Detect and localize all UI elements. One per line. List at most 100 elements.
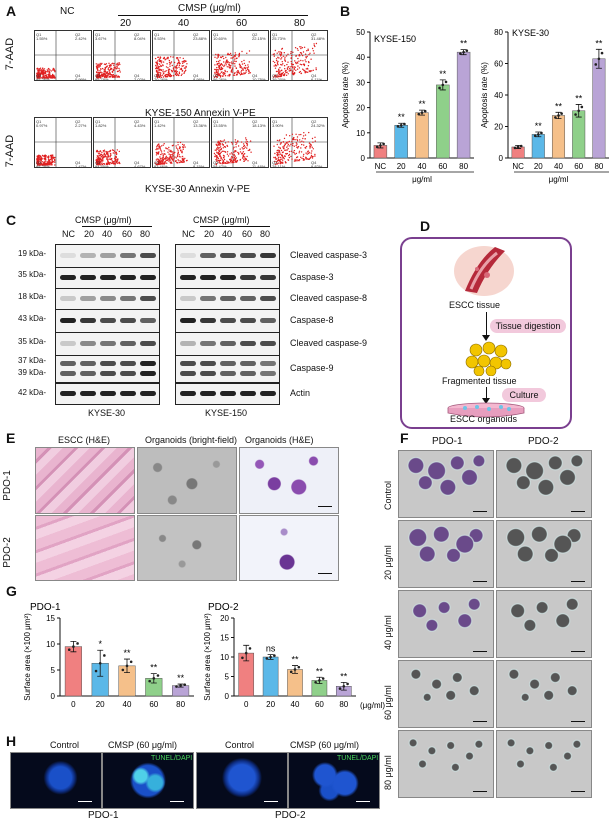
data-point xyxy=(382,142,385,146)
quadrant-value: 84.55% xyxy=(95,164,109,168)
y-tick-label: 30 xyxy=(356,78,365,87)
organoid-image xyxy=(496,520,592,588)
blot-band xyxy=(120,341,136,346)
blot-strip xyxy=(55,267,160,289)
flow-y-label-2: 7-AAD xyxy=(4,134,17,168)
blot-band xyxy=(200,341,216,346)
blot-band xyxy=(260,253,276,258)
panel-label-c: C xyxy=(6,212,17,228)
wb-lane-label: 20 xyxy=(204,229,215,239)
blot-band xyxy=(100,275,116,280)
flow-plot: Q1 13.55% Q2 18.13% Q3 58.47% Q4 11.48% xyxy=(211,117,269,168)
x-tick-label: 80 xyxy=(459,162,468,171)
quadrant-value: 1.55% xyxy=(36,36,48,41)
significance-label: ** xyxy=(418,99,426,109)
quadrant-value: 95.26% xyxy=(36,77,50,81)
bar xyxy=(415,112,429,159)
data-point xyxy=(179,684,182,687)
panel-h-group-1: PDO-1 xyxy=(88,810,119,821)
blot-band xyxy=(80,253,96,258)
y-tick-label: 15 xyxy=(46,614,55,623)
data-point xyxy=(156,674,160,677)
wb-right-line xyxy=(200,226,270,227)
blot-band xyxy=(180,341,196,346)
data-point xyxy=(67,648,71,652)
wb-left-cmsp: CMSP (μg/ml) xyxy=(75,215,132,225)
y-tick-label: 10 xyxy=(220,653,229,662)
data-point xyxy=(423,109,427,113)
chart-title: PDO-2 xyxy=(208,602,239,613)
quadrant-label: Q3 xyxy=(154,160,160,165)
panel-e-col3: Organoids (H&E) xyxy=(245,435,314,445)
wb-marker: 35 kDa- xyxy=(18,337,47,346)
flow-scatter xyxy=(212,118,268,167)
quadrant-value: 83.46% xyxy=(154,164,168,168)
y-tick-label: 40 xyxy=(356,53,365,62)
blot-band xyxy=(260,296,276,301)
y-tick-label: 10 xyxy=(356,129,365,138)
quadrant-label: Q4 xyxy=(193,160,199,165)
y-tick-label: 20 xyxy=(220,614,229,623)
blot-band xyxy=(60,361,76,366)
wb-left-line xyxy=(82,226,152,227)
data-point xyxy=(321,677,325,680)
blot-band xyxy=(80,391,96,396)
wb-protein-label: Cleaved caspase-3 xyxy=(290,250,368,260)
data-point xyxy=(516,145,520,149)
organoid-image xyxy=(496,660,592,728)
blot-strip xyxy=(55,383,160,405)
data-point xyxy=(175,685,178,688)
significance-label: ** xyxy=(177,673,185,683)
quadrant-label: Q1 xyxy=(213,32,219,37)
data-point xyxy=(444,80,448,84)
quadrant-label: Q2 xyxy=(252,119,258,124)
scale-bar xyxy=(571,791,585,792)
blot-band xyxy=(260,341,276,346)
blot-band xyxy=(180,275,196,280)
workflow-fragment-label: Fragmented tissue xyxy=(442,376,517,386)
data-point xyxy=(148,679,151,683)
wb-right-cmsp: CMSP (μg/ml) xyxy=(193,215,250,225)
flow-dose-label: 20 xyxy=(120,18,132,29)
blot-band xyxy=(220,361,236,366)
data-point xyxy=(519,144,523,148)
chart-kyse30: KYSE-30 0 20 40 60 80 Apoptosis rate (%) NC ** 20… xyxy=(480,28,609,184)
panel-f-row-label: 80 μg/ml xyxy=(383,755,393,790)
wb-marker: 19 kDa- xyxy=(18,249,47,258)
quadrant-value: 6.11% xyxy=(311,77,323,81)
blot-band xyxy=(120,275,136,280)
quadrant-value: 18.13% xyxy=(252,123,266,128)
panel-label-e: E xyxy=(6,430,16,446)
bar xyxy=(394,124,408,159)
wb-lane-label: 40 xyxy=(102,229,113,239)
flow-y-label-1: 7-AAD xyxy=(4,37,17,71)
quadrant-label: Q3 xyxy=(213,160,219,165)
scale-bar xyxy=(571,721,585,722)
y-tick-label: 5 xyxy=(51,666,56,675)
blot-band xyxy=(180,318,196,323)
data-point xyxy=(72,645,75,648)
quadrant-value: 1.82% xyxy=(95,123,107,128)
panel-h-label-1: Control xyxy=(50,740,80,750)
tunel-dapi-label-2: TUNEL/DAPI xyxy=(337,755,379,762)
arrow-2-head xyxy=(482,398,490,404)
data-point xyxy=(379,144,382,147)
quadrant-label: Q2 xyxy=(75,119,81,124)
blot-band xyxy=(240,318,256,323)
blot-band xyxy=(140,361,156,366)
data-point xyxy=(318,679,321,682)
quadrant-label: Q2 xyxy=(193,32,199,37)
quadrant-label: Q4 xyxy=(134,160,140,165)
y-tick-label: 15 xyxy=(220,634,229,643)
flow-scatter xyxy=(271,118,327,167)
chart-title: PDO-1 xyxy=(30,602,61,613)
blot-strip xyxy=(55,244,160,268)
wb-protein-label: Caspase-8 xyxy=(290,315,334,325)
x-tick-label: 80 xyxy=(594,162,603,171)
he-organoid-image-pdo2 xyxy=(239,515,339,581)
chart-title: KYSE-30 xyxy=(512,28,549,38)
significance-label: ** xyxy=(535,121,543,131)
arrow-1-head xyxy=(482,335,490,341)
data-point xyxy=(125,664,129,668)
blot-band xyxy=(60,391,76,396)
